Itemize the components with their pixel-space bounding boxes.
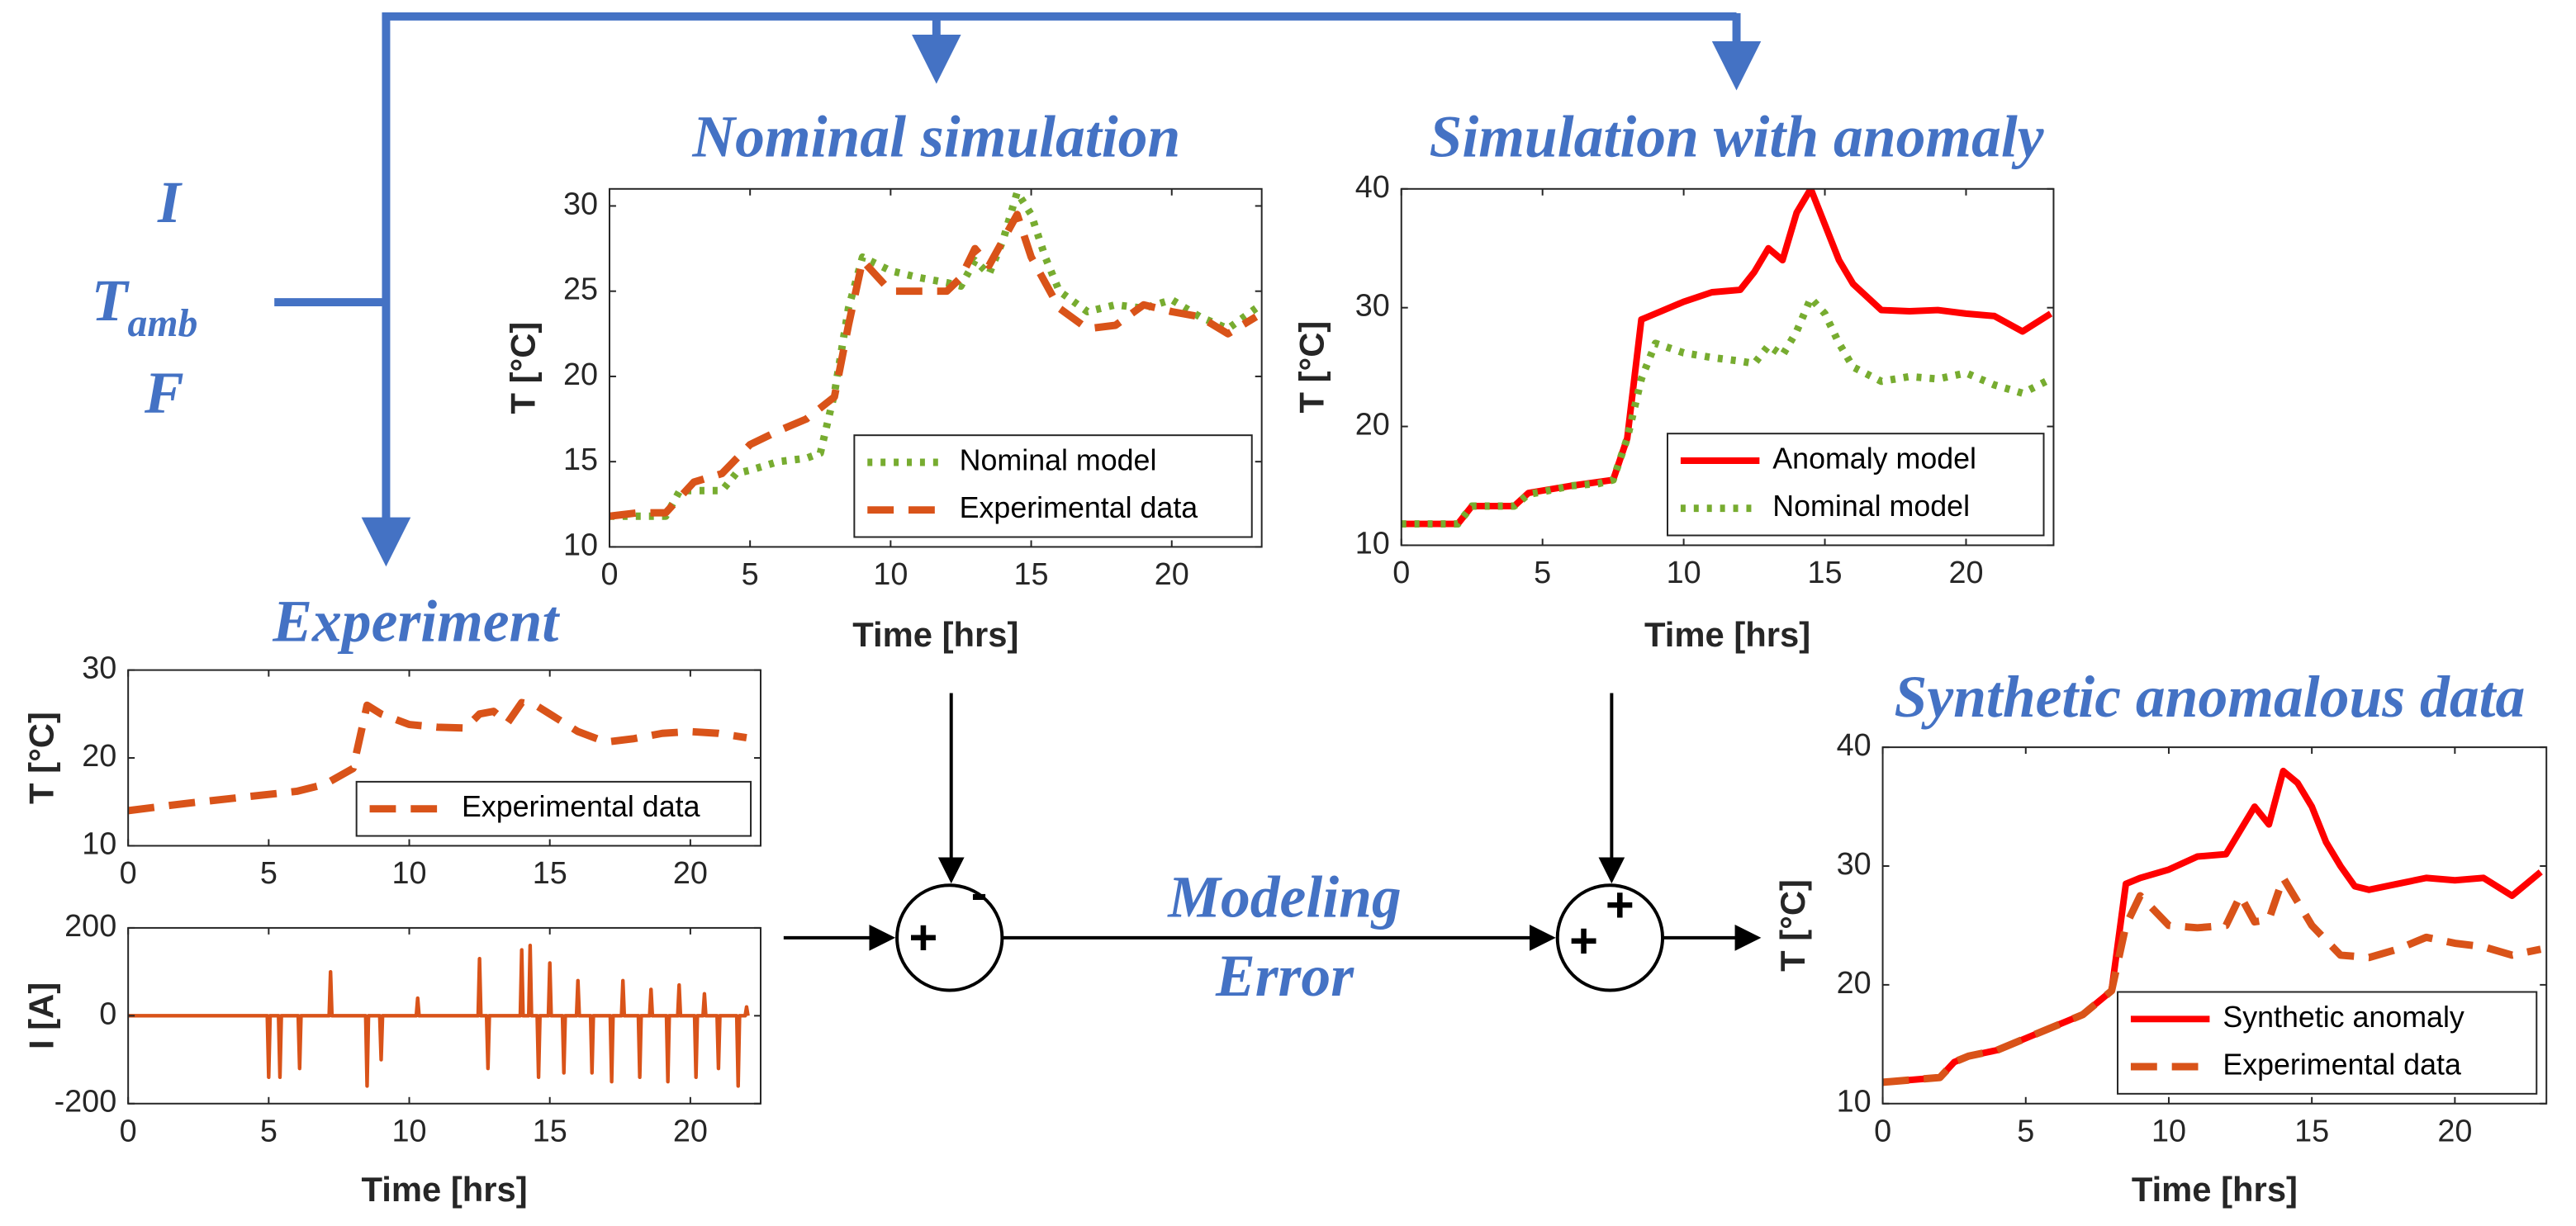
axes-box xyxy=(1400,187,2055,547)
y-tick-label: 10 xyxy=(1837,1085,1872,1119)
axes-box xyxy=(1881,746,2548,1105)
x-tick-label: 5 xyxy=(260,856,278,891)
x-tick-label: 15 xyxy=(533,856,567,891)
x-tick-label: 15 xyxy=(533,1115,567,1149)
input-subscript: amb xyxy=(127,301,197,345)
input-label: Tamb xyxy=(92,268,198,344)
y-axis-label: T [°C] xyxy=(1292,321,1331,414)
sum-junction xyxy=(1555,883,1665,992)
data-line xyxy=(128,698,747,815)
chart: 0 5 10 15 20 10 20 30 40 Simulation with anomaly T… xyxy=(1292,105,2055,654)
x-tick-label: 20 xyxy=(1155,557,1189,592)
legend-label: Experimental data xyxy=(462,790,700,823)
legend-label: Nominal model xyxy=(960,443,1157,476)
data-line xyxy=(609,188,1259,520)
error-label: Modeling xyxy=(1167,865,1401,930)
y-tick-label: 15 xyxy=(563,443,598,477)
legend-box xyxy=(1667,433,2045,537)
flow-arrows xyxy=(783,693,1762,992)
y-tick-label: 200 xyxy=(64,909,116,944)
x-axis-label: Time [hrs] xyxy=(2132,1170,2298,1209)
x-tick-label: 10 xyxy=(1667,556,1701,590)
y-axis-label: I [A] xyxy=(22,982,61,1049)
x-axis-label: Time [hrs] xyxy=(1644,615,1810,654)
y-tick-label: 20 xyxy=(82,739,116,774)
legend-label: Nominal model xyxy=(1772,490,1970,523)
input-label: I xyxy=(157,170,183,235)
x-tick-label: 0 xyxy=(600,557,618,592)
x-tick-label: 5 xyxy=(260,1115,278,1149)
chart-title: Nominal simulation xyxy=(691,105,1180,170)
input-label: F xyxy=(144,361,184,426)
legend-label: Experimental data xyxy=(960,491,1198,524)
x-tick-label: 10 xyxy=(392,1115,427,1149)
x-axis-label: Time [hrs] xyxy=(852,615,1018,654)
x-tick-label: 20 xyxy=(673,856,708,891)
x-tick-label: 15 xyxy=(2294,1115,2329,1149)
y-tick-label: 30 xyxy=(82,651,116,686)
x-tick-label: 10 xyxy=(873,557,908,592)
y-tick-label: 30 xyxy=(563,187,598,221)
x-tick-label: 5 xyxy=(2017,1115,2034,1149)
x-tick-label: 15 xyxy=(1014,557,1049,592)
y-tick-label: 20 xyxy=(1837,966,1872,1001)
junction-sign: + xyxy=(1569,913,1598,968)
y-tick-label: 10 xyxy=(563,528,598,562)
y-tick-label: 10 xyxy=(1355,526,1390,561)
y-tick-label: 20 xyxy=(563,357,598,392)
x-tick-label: 5 xyxy=(1534,556,1551,590)
input-label: T xyxy=(92,268,130,334)
chart: 0 5 10 15 20 10 20 30 Experiment T [°C] Experiment… xyxy=(22,589,761,891)
data-line xyxy=(128,944,750,1088)
chart: 0 5 10 15 20 10 20 30 40 Synthetic anomalous data… xyxy=(1773,665,2548,1209)
y-tick-label: 40 xyxy=(1355,170,1390,205)
data-line xyxy=(1882,873,2542,1086)
chart-title: Experiment xyxy=(272,589,560,654)
x-tick-label: 5 xyxy=(742,557,759,592)
legend-box xyxy=(853,434,1253,538)
y-tick-label: 40 xyxy=(1837,728,1872,763)
sum-junction xyxy=(895,883,1004,992)
y-tick-label: 0 xyxy=(99,996,116,1031)
junction-sign: + xyxy=(1606,877,1634,932)
legend-label: Synthetic anomaly xyxy=(2223,1001,2465,1034)
y-tick-label: -200 xyxy=(55,1085,117,1119)
y-tick-label: 20 xyxy=(1355,408,1390,443)
legend-label: Anomaly model xyxy=(1772,442,1976,475)
x-tick-label: 0 xyxy=(1392,556,1410,590)
x-tick-label: 0 xyxy=(1874,1115,1891,1149)
x-tick-label: 20 xyxy=(1948,556,1983,590)
chart-title: Simulation with anomaly xyxy=(1430,105,2044,170)
y-tick-label: 10 xyxy=(82,826,116,861)
legend-label: Experimental data xyxy=(2223,1048,2461,1081)
data-line xyxy=(609,211,1259,520)
y-axis-label: T [°C] xyxy=(504,322,543,414)
chart-title: Synthetic anomalous data xyxy=(1895,665,2526,730)
y-tick-label: 25 xyxy=(563,272,598,307)
x-tick-label: 0 xyxy=(120,856,137,891)
x-tick-label: 20 xyxy=(2437,1115,2472,1149)
x-tick-label: 10 xyxy=(392,856,427,891)
error-label: Error xyxy=(1215,944,1354,1009)
y-tick-label: 30 xyxy=(1837,847,1872,882)
axes-box xyxy=(608,187,1263,548)
y-axis-label: T [°C] xyxy=(1773,879,1812,972)
x-tick-label: 15 xyxy=(1808,556,1843,590)
junction-sign: - xyxy=(971,865,988,921)
x-tick-label: 10 xyxy=(2151,1115,2186,1149)
x-tick-label: 20 xyxy=(673,1115,708,1149)
x-axis-label: Time [hrs] xyxy=(361,1170,527,1209)
y-tick-label: 30 xyxy=(1355,289,1390,324)
chart: 0 5 10 15 20 10 15 20 25 30 Nominal simulation Time… xyxy=(504,105,1263,654)
y-axis-label: T [°C] xyxy=(22,712,61,804)
legend-box xyxy=(2117,991,2538,1095)
input-arrows xyxy=(274,12,1762,567)
junction-sign: + xyxy=(908,910,937,965)
x-tick-label: 0 xyxy=(120,1115,137,1149)
